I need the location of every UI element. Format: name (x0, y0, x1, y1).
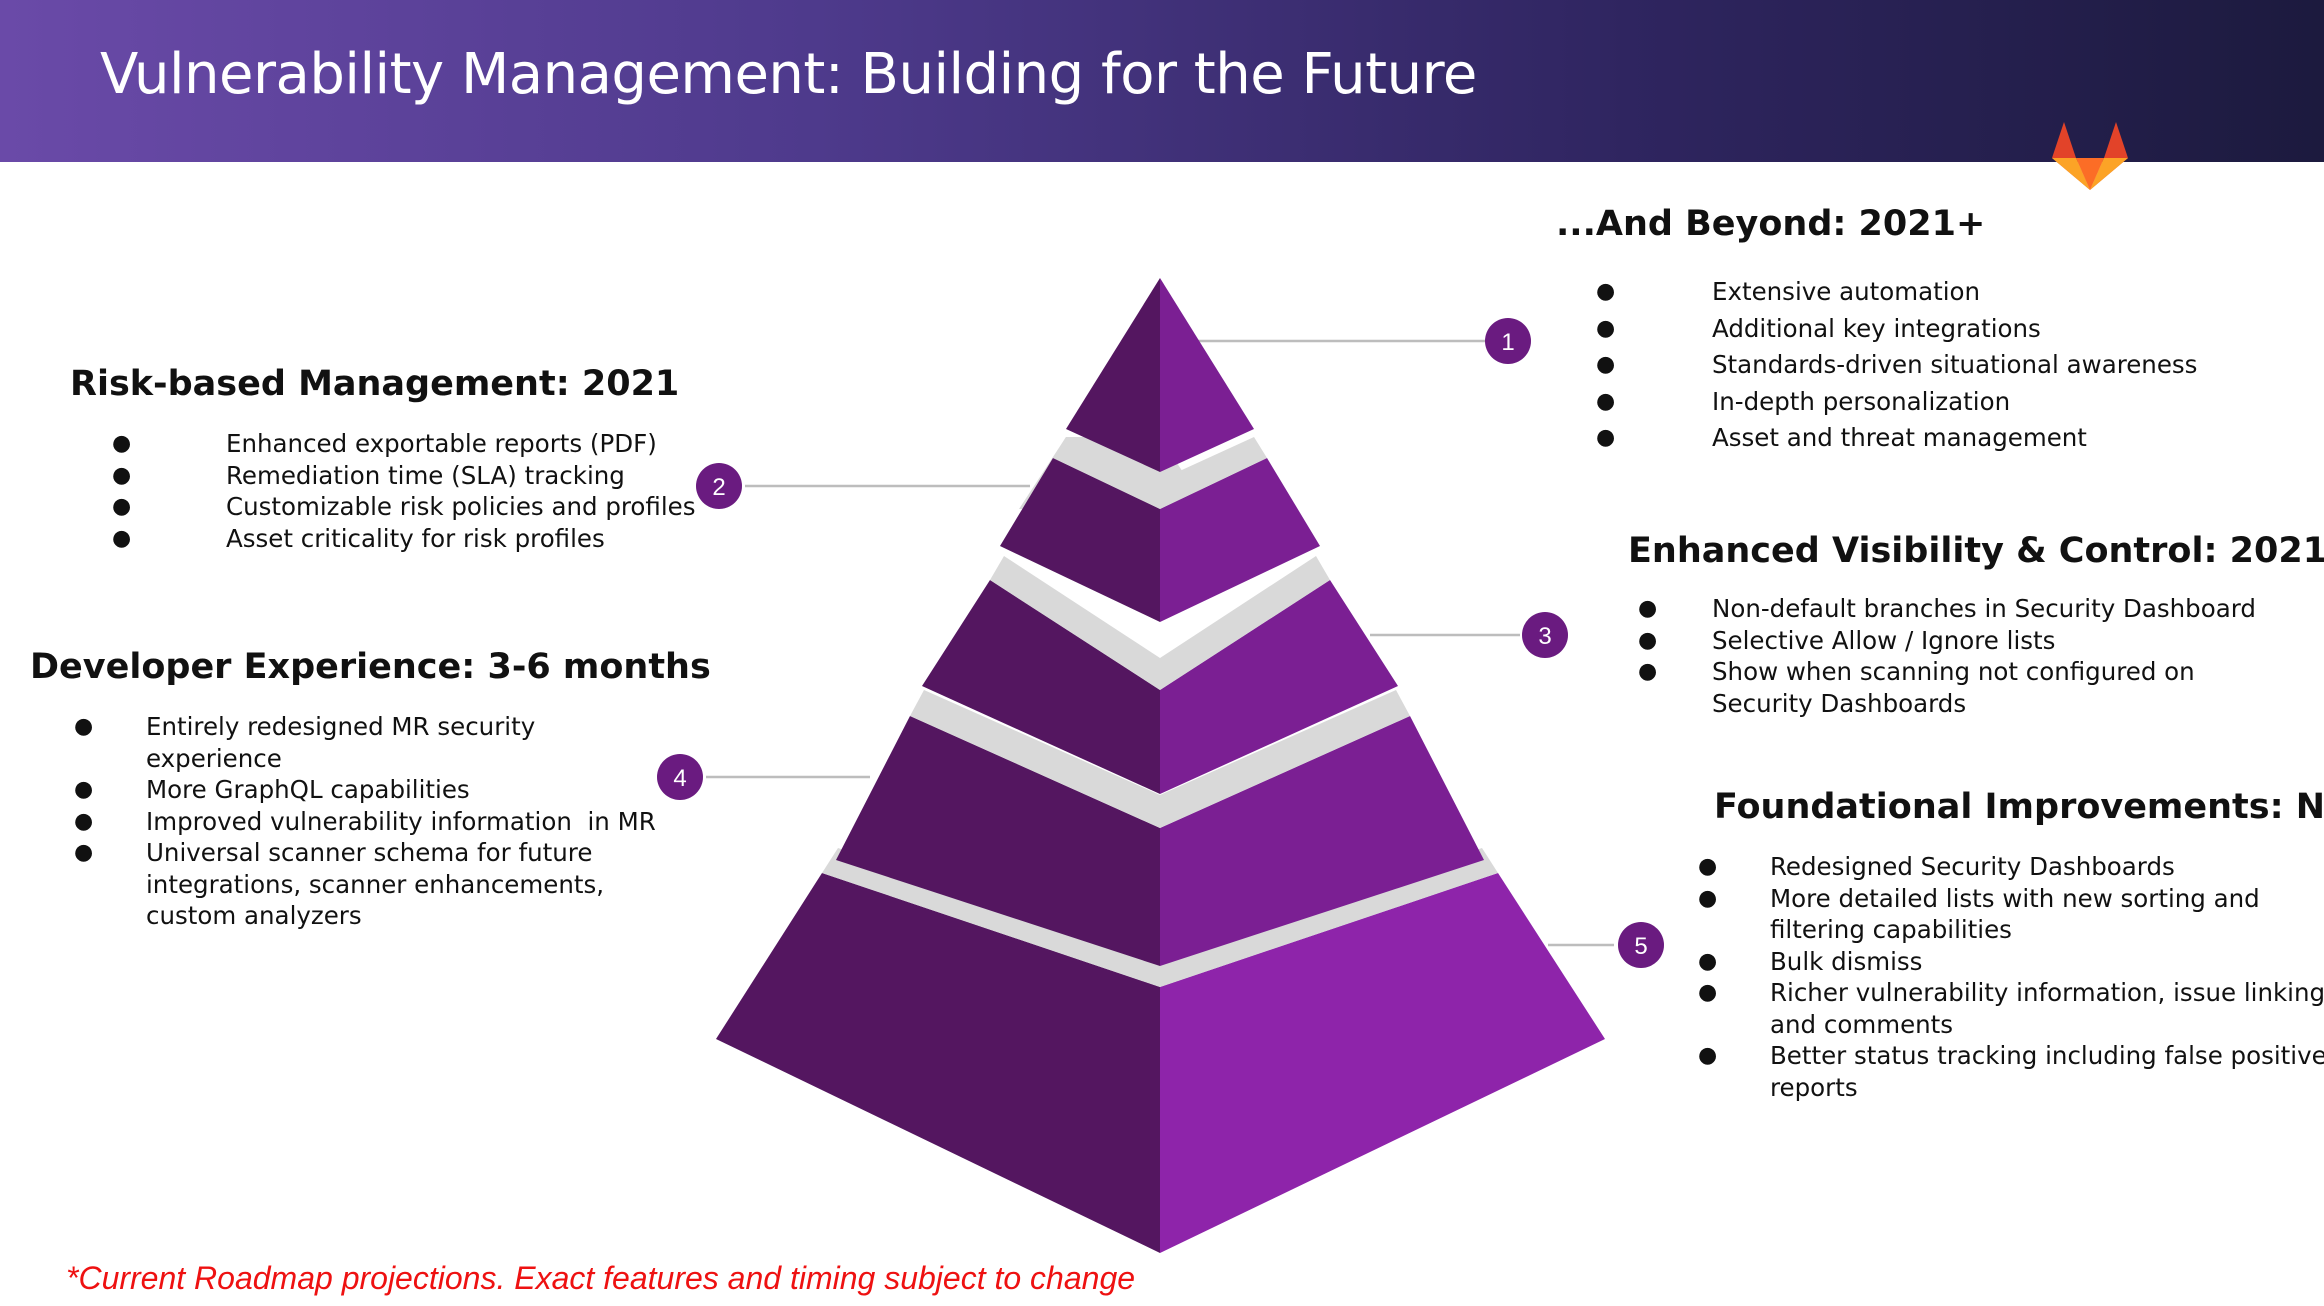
pyramid-tier-3-right (1160, 580, 1398, 794)
step-badge-1: 1 (1485, 318, 1531, 364)
list-item: ● Additional key integrations (1596, 311, 2197, 348)
bullet-icon: ● (1596, 425, 1616, 450)
list-item: ● Extensive automation (1596, 274, 2197, 311)
pyramid-separator-1c (1053, 437, 1267, 509)
pyramid-tier-4-right (1160, 716, 1484, 966)
bullet-icon: ● (112, 431, 132, 456)
bullet-icon: ● (74, 840, 94, 865)
section-visibility-list: ● Non-default branches in Security Dashbo… (1638, 593, 2324, 719)
bullet-icon: ● (1596, 315, 1616, 341)
bullet-icon: ● (74, 808, 94, 834)
list-item: ● Bulk dismiss (1698, 946, 1923, 976)
roadmap-disclaimer: *Current Roadmap projections. Exact feat… (66, 1260, 1136, 1296)
section-visibility-title: Enhanced Visibility & Control: 2021 (1628, 531, 2324, 571)
step-badge-4-label: 4 (673, 765, 686, 792)
bullet-icon: ● (1698, 948, 1718, 974)
bullet-icon: ● (112, 525, 132, 551)
section-foundational: Foundational Improvements: Now ● Redesign… (1698, 787, 2324, 1103)
section-foundational-list: ● Redesigned Security Dashboards ● More de… (1698, 851, 2324, 1103)
pyramid-tier-3-left (922, 580, 1160, 794)
pyramid-tier-5-right (1160, 873, 1605, 1253)
gitlab-fox-icon (2052, 122, 2128, 190)
bullet-icon: ● (1638, 627, 1658, 653)
bullet-icon: ● (112, 462, 132, 488)
bullet-icon: ● (1698, 980, 1718, 1005)
list-item: ● Asset criticality for risk profiles (112, 523, 605, 553)
step-badge-3-label: 3 (1538, 623, 1551, 650)
step-badge-3: 3 (1522, 612, 1568, 658)
section-beyond: ...And Beyond: 2021+ ● Extensive automati… (1556, 204, 2197, 457)
list-item: ● Customizable risk policies and profiles (112, 492, 696, 521)
bullet-icon: ● (112, 494, 132, 519)
list-item: ● Non-default branches in Security Dashbo… (1638, 594, 2256, 623)
section-risk-list: ● Enhanced exportable reports (PDF) ● Reme… (112, 428, 695, 554)
list-item: ● Richer vulnerability information, issue… (1698, 978, 2324, 1039)
bullet-icon: ● (74, 777, 94, 802)
list-item: ● Asset and threat management (1596, 420, 2197, 457)
list-item: ● Standards-driven situational awareness (1596, 347, 2197, 384)
slide-title: Vulnerability Management: Building for t… (100, 42, 1477, 107)
list-item: ● In-depth personalization (1596, 384, 2197, 421)
list-item: ● Entirely redesigned MR security experien… (74, 712, 536, 773)
bullet-icon: ● (1596, 279, 1616, 304)
list-item: ● Enhanced exportable reports (PDF) (112, 429, 657, 458)
slide-header: Vulnerability Management: Building for t… (0, 0, 2324, 162)
section-developer-title: Developer Experience: 3-6 months (30, 647, 711, 687)
bullet-icon: ● (1698, 885, 1718, 911)
list-item: ● More detailed lists with new sorting an… (1698, 883, 2260, 945)
bullet-icon: ● (1638, 596, 1658, 621)
list-item: ● Better status tracking including false … (1698, 1041, 2324, 1102)
list-item: ● Selective Allow / Ignore lists (1638, 625, 2056, 655)
bullet-icon: ● (1698, 1043, 1718, 1068)
pyramid-tier-1-right (1160, 278, 1254, 472)
list-item: ● More GraphQL capabilities (74, 775, 470, 804)
step-badge-2: 2 (696, 463, 742, 509)
bullet-icon: ● (1638, 659, 1658, 684)
section-visibility: Enhanced Visibility & Control: 2021 ● Non… (1628, 531, 2324, 719)
section-foundational-title: Foundational Improvements: Now (1714, 787, 2324, 827)
section-beyond-list: ● Extensive automation ● Additional key in… (1596, 274, 2197, 457)
step-badge-2-label: 2 (712, 474, 725, 501)
step-badge-5: 5 (1618, 922, 1664, 968)
step-badge-5-label: 5 (1634, 933, 1647, 960)
list-item: ● Universal scanner schema for future inte… (74, 838, 604, 930)
bullet-icon: ● (1596, 388, 1616, 414)
pyramid-tier-2-left (1000, 458, 1160, 622)
pyramid-separator-3 (910, 690, 1410, 828)
pyramid-tier-1-left (1066, 278, 1160, 472)
list-item: ● Improved vulnerability information in M… (74, 806, 656, 836)
section-developer-list: ● Entirely redesigned MR security experien… (74, 711, 711, 932)
pyramid-tier-5-left (716, 873, 1160, 1253)
bullet-icon: ● (1698, 854, 1718, 879)
bullet-icon: ● (1596, 352, 1616, 377)
section-risk: Risk-based Management: 2021 ● Enhanced ex… (70, 364, 695, 554)
bullet-icon: ● (74, 714, 94, 739)
list-item: ● Remediation time (SLA) tracking (112, 460, 625, 490)
pyramid-separator-2 (990, 556, 1330, 690)
list-item: ● Redesigned Security Dashboards (1698, 852, 2175, 881)
step-badge-1-label: 1 (1501, 329, 1514, 356)
pyramid-tier-4-left (836, 716, 1160, 966)
section-developer: Developer Experience: 3-6 months ● Entire… (30, 647, 711, 932)
section-beyond-title: ...And Beyond: 2021+ (1556, 204, 1986, 244)
list-item: ● Show when scanning not configured on Sec… (1638, 657, 2195, 718)
step-badge-4: 4 (657, 754, 703, 800)
pyramid-tier-2-right (1160, 458, 1320, 622)
section-risk-title: Risk-based Management: 2021 (70, 364, 680, 404)
